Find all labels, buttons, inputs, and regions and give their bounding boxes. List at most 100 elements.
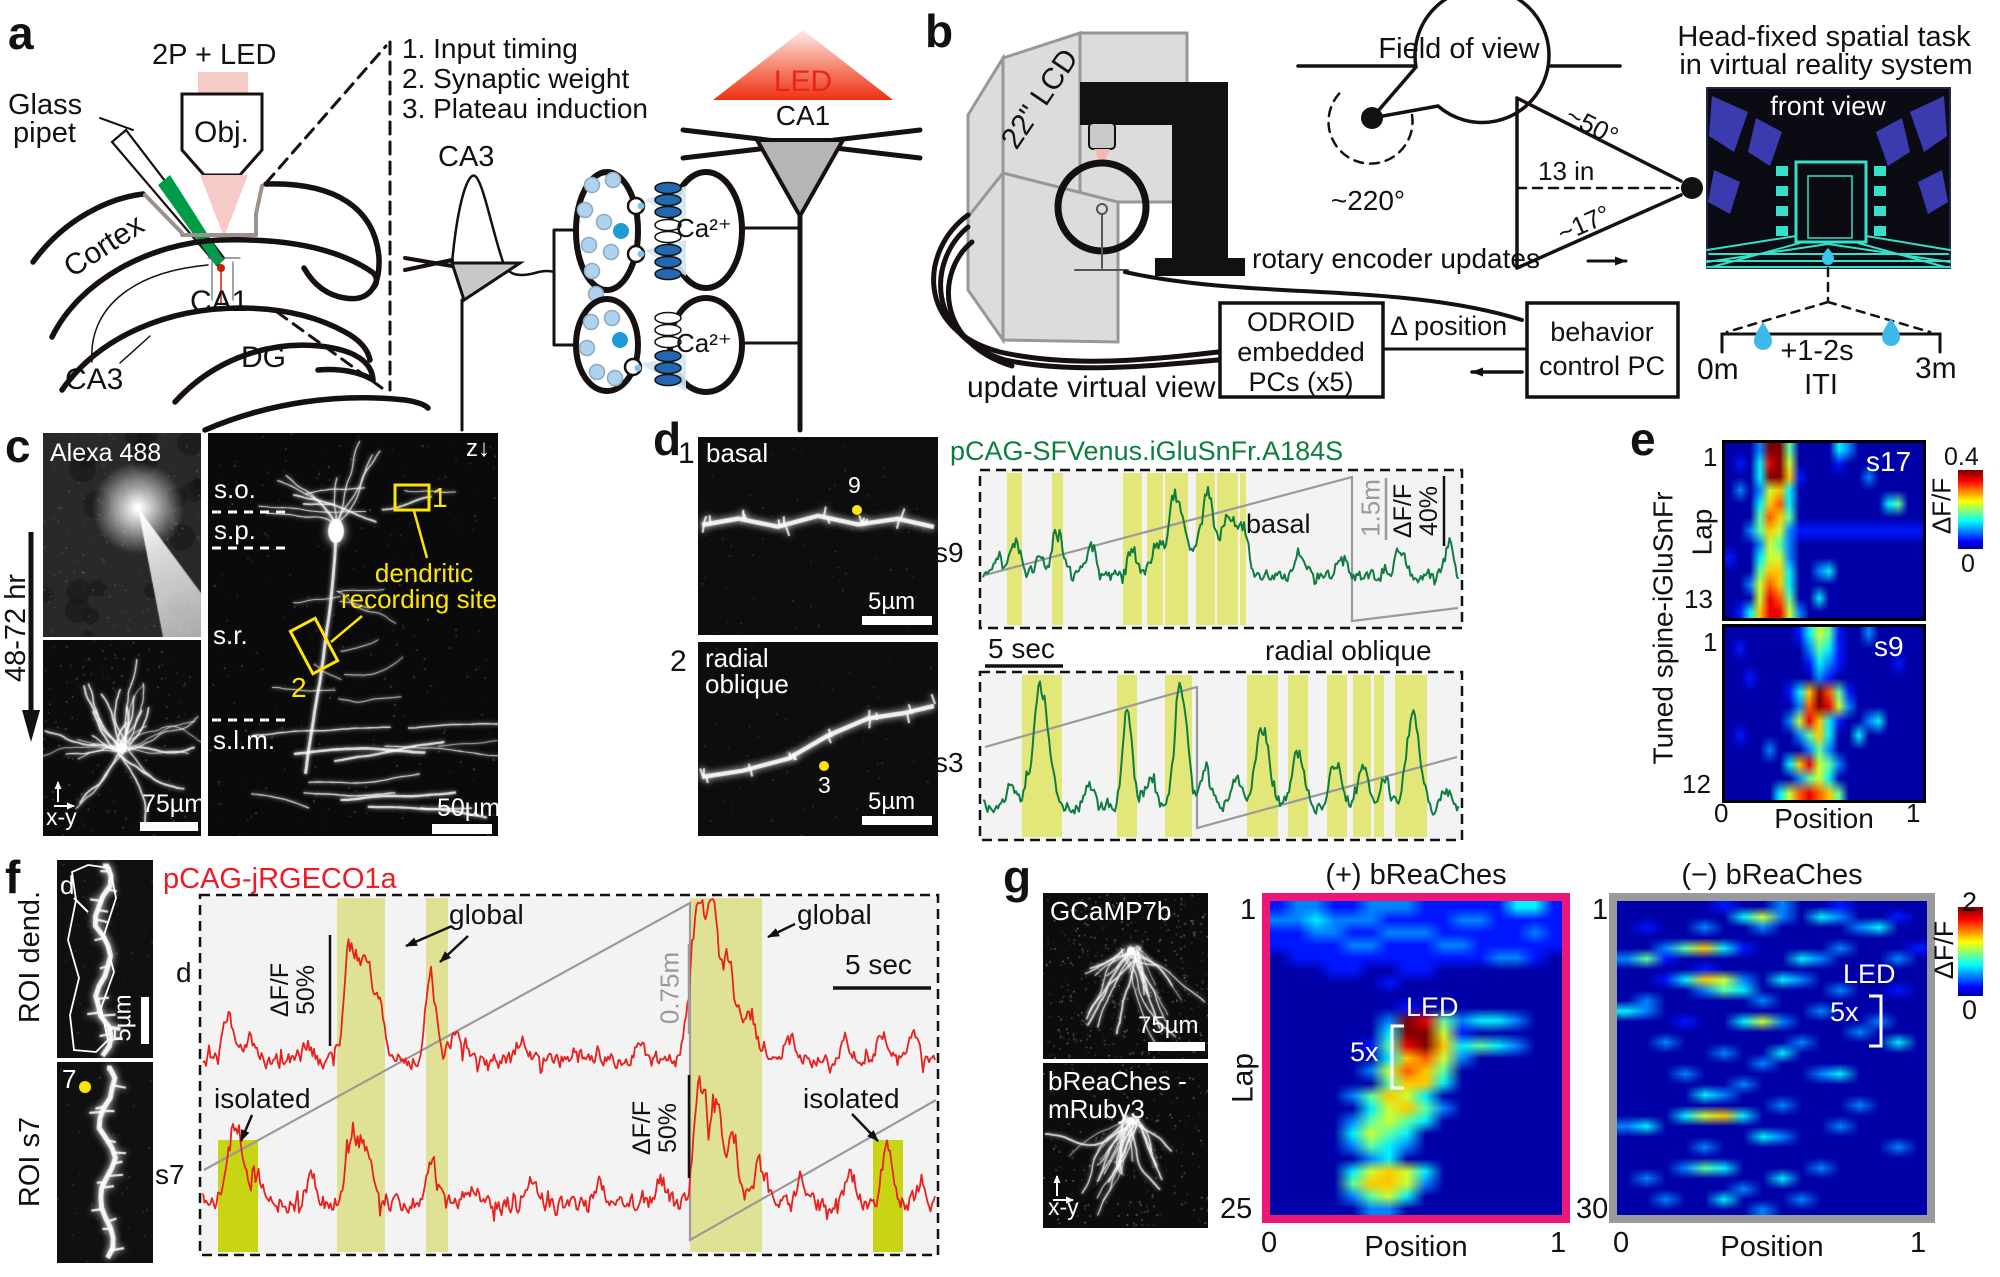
jrgeco-title: pCAG-jRGECO1a xyxy=(163,863,397,895)
behavior-line2: control PC xyxy=(1538,351,1666,381)
trace-s7-label: s7 xyxy=(155,1159,185,1190)
two-photon-led-label: 2P + LED xyxy=(152,39,277,71)
spine-9-label: 9 xyxy=(848,472,861,498)
colorbar-g xyxy=(1958,907,1983,996)
site-1-label: 1 xyxy=(432,482,448,513)
spine-7-label: 7 xyxy=(62,1064,77,1094)
image-1-label: 1 xyxy=(678,437,695,470)
trace-s3-label: s3 xyxy=(934,747,964,778)
radial-oblique-trace-label: radial oblique xyxy=(1265,635,1432,666)
roi-s7-image xyxy=(57,1062,153,1263)
lap-30-minus: 30 xyxy=(1576,1193,1609,1225)
trace-s9-label: s9 xyxy=(934,537,964,568)
stratum-radiatum-label: s.r. xyxy=(213,620,248,650)
xy-axes-label-g: x-y xyxy=(1048,1194,1079,1220)
lap-1-plus: 1 xyxy=(1240,894,1257,926)
dff-50-1-line1: ΔF/F xyxy=(266,962,294,1018)
alexa-488-label: Alexa 488 xyxy=(50,439,162,467)
lcd-label: 22" LCD xyxy=(994,43,1086,155)
colorbar-g-label: ΔF/F xyxy=(1928,920,1959,980)
position-1-minus: 1 xyxy=(1910,1227,1927,1259)
minus-breaches-title: (−) bReaChes xyxy=(1681,859,1863,891)
colorbar-g-max: 2 xyxy=(1962,887,1978,917)
led-5x-minus: 5x xyxy=(1830,997,1859,1027)
lap-1-bottom: 1 xyxy=(1703,627,1718,657)
colorbar-g-min: 0 xyxy=(1962,995,1978,1025)
led-5x-plus: 5x xyxy=(1350,1037,1379,1067)
position-0-e: 0 xyxy=(1714,798,1729,828)
distance-075m-label: 0.75m xyxy=(654,951,685,1025)
lap-axis-label-g: Lap xyxy=(1226,1052,1260,1104)
microscope-silhouette xyxy=(1080,82,1245,276)
alexa-488-image xyxy=(43,433,201,637)
isolated-annotation-2: isolated xyxy=(803,1083,900,1114)
list-item-1: 1. Input timing xyxy=(402,33,578,64)
colorbar-e-min: 0 xyxy=(1961,550,1975,578)
update-virtual-view-label: update virtual view xyxy=(967,371,1216,404)
heatmap-s17 xyxy=(1722,440,1926,621)
lap-12: 12 xyxy=(1682,769,1711,799)
track-3m-label: 3m xyxy=(1915,352,1957,385)
dff-50-1-line2: 50% xyxy=(292,964,320,1016)
glass-pipet-label2: pipet xyxy=(13,117,76,149)
front-view-label: front view xyxy=(1770,91,1886,121)
ca3-label: CA3 xyxy=(65,363,124,396)
image-2-label: 2 xyxy=(670,645,687,678)
position-0-minus: 0 xyxy=(1613,1227,1630,1259)
ca2-label-2: Ca²⁺ xyxy=(676,328,732,358)
task-title-line1: Head-fixed spatial task xyxy=(1677,21,1971,53)
site-2-label: 2 xyxy=(291,672,307,703)
stratum-pyramidale-label: s.p. xyxy=(214,515,256,545)
heatmap-minus-breaches xyxy=(1609,893,1935,1223)
scalebar-75um-g: 75µm xyxy=(1138,1012,1199,1039)
stratum-oriens-label: s.o. xyxy=(214,474,256,504)
s9-heatmap-label: s9 xyxy=(1874,631,1904,662)
plus-breaches-title: (+) bReaChes xyxy=(1325,859,1507,891)
isolated-annotation-1: isolated xyxy=(214,1083,311,1114)
roi-dend-label: ROI dend. xyxy=(13,890,46,1024)
panel-e-label: e xyxy=(1630,413,1656,465)
distance-1-5m-label: 1.5m xyxy=(1355,479,1386,537)
led-label-plus: LED xyxy=(1406,992,1459,1022)
position-1-e: 1 xyxy=(1906,798,1921,828)
basal-trace-label: basal xyxy=(1246,509,1311,539)
fov-title: Field of view xyxy=(1378,33,1540,65)
odroid-line1: ODROID xyxy=(1247,307,1355,337)
stratum-lm-label: s.l.m. xyxy=(213,725,276,755)
lap-1-minus: 1 xyxy=(1592,894,1609,926)
dff-40-line2: 40% xyxy=(1415,485,1443,537)
panel-d-label: d xyxy=(653,413,682,465)
fov-dec-label: ~17° xyxy=(1552,198,1615,249)
odroid-line2: embedded xyxy=(1237,337,1365,367)
radial-oblique-dendrite-image xyxy=(698,642,938,836)
objective-label: Obj. xyxy=(194,116,250,149)
task-title-line2: in virtual reality system xyxy=(1679,49,1973,81)
inset-ca1-label: CA1 xyxy=(775,100,831,131)
scalebar-75um-label: 75µm xyxy=(142,790,206,818)
fov-angle-label: ~220° xyxy=(1330,185,1406,216)
position-axis-plus: Position xyxy=(1364,1231,1468,1263)
colorbar-e-max: 0.4 xyxy=(1944,443,1979,471)
scalebar-5um-f: 5µm xyxy=(109,994,137,1042)
position-axis-minus: Position xyxy=(1720,1231,1824,1263)
cortex-label: Cortex xyxy=(57,208,150,284)
position-axis-e: Position xyxy=(1774,803,1874,834)
panel-f-label: f xyxy=(5,851,21,903)
gcamp7b-label: GCaMP7b xyxy=(1050,896,1172,926)
led-label: LED xyxy=(773,65,833,98)
list-item-2: 2. Synaptic weight xyxy=(402,63,630,94)
panel-c-label: c xyxy=(5,420,31,472)
dff-50-scale-1: ΔF/F 50% xyxy=(266,962,320,1018)
breaches-label-line1: bReaChes - xyxy=(1048,1066,1187,1096)
lap-13: 13 xyxy=(1684,584,1713,614)
gcamp7b-image xyxy=(1043,893,1208,1059)
incubation-time-label: 48-72 hr xyxy=(0,573,32,683)
recording-site-line1: dendritic xyxy=(374,558,474,588)
rotary-encoder-label: rotary encoder updates xyxy=(1252,243,1540,274)
odroid-line3: PCs (x5) xyxy=(1248,367,1354,397)
ca1-label: CA1 xyxy=(190,285,249,318)
iglusnfr-title: pCAG-SFVenus.iGluSnFr.A184S xyxy=(950,436,1344,466)
global-annotation-1: global xyxy=(449,899,524,930)
panel-g-label: g xyxy=(1003,851,1032,903)
